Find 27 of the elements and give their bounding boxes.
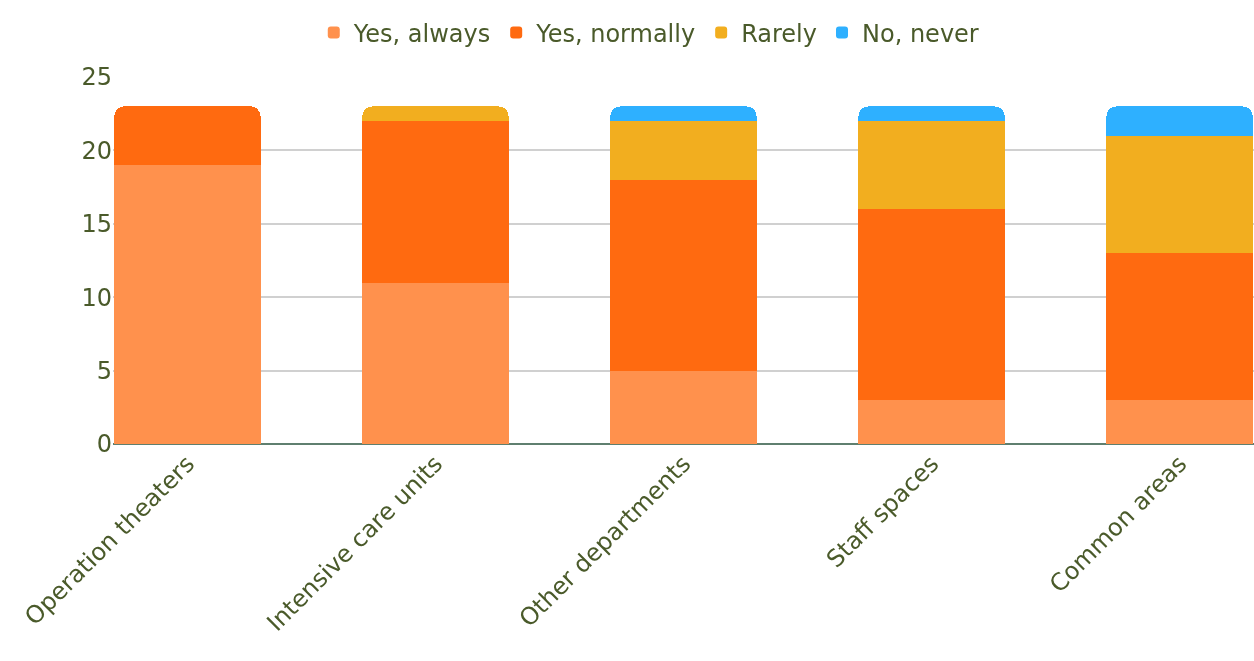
legend-label: No, never bbox=[862, 19, 979, 48]
bar bbox=[858, 399, 1005, 444]
y-tick-label: 15 bbox=[81, 210, 112, 239]
bar bbox=[858, 106, 1005, 122]
y-tick-label: 5 bbox=[96, 357, 112, 385]
bar bbox=[1106, 399, 1253, 444]
y-tick-label: 20 bbox=[81, 136, 112, 165]
bar bbox=[610, 370, 757, 444]
bar bbox=[114, 106, 261, 166]
bar bbox=[362, 121, 509, 283]
bar bbox=[362, 282, 509, 444]
bar bbox=[362, 106, 509, 122]
bar bbox=[1106, 106, 1253, 136]
bar bbox=[114, 165, 261, 444]
bar bbox=[1106, 253, 1253, 400]
legend-label: Rarely bbox=[741, 19, 817, 48]
bar bbox=[610, 121, 757, 180]
y-tick-label: 10 bbox=[81, 283, 112, 312]
legend-label: Yes, always bbox=[352, 19, 491, 48]
legend-label: Yes, normally bbox=[535, 19, 696, 48]
bar bbox=[858, 121, 1005, 210]
y-tick-label: 0 bbox=[96, 430, 112, 459]
bar bbox=[610, 106, 757, 122]
bar bbox=[610, 179, 757, 371]
bar bbox=[1106, 135, 1253, 254]
y-tick-label: 25 bbox=[81, 63, 112, 92]
bar bbox=[858, 209, 1005, 400]
